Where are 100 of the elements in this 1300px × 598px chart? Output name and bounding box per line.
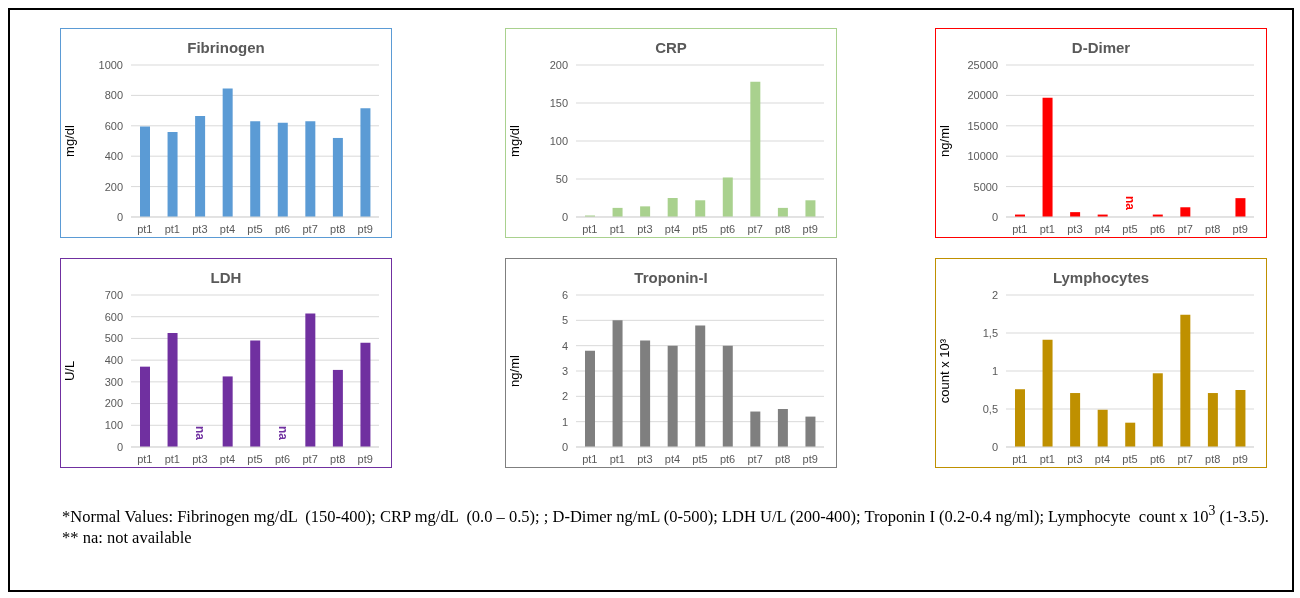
x-tick-label: pt9 [1232, 452, 1248, 465]
x-tick-label: pt9 [802, 452, 818, 465]
x-tick-label: pt3 [637, 222, 653, 235]
x-tick-label: pt1 [1039, 222, 1055, 235]
x-tick-label: pt8 [330, 222, 346, 235]
x-tick-label: pt5 [247, 222, 263, 235]
x-tick-label: pt7 [1177, 452, 1193, 465]
x-tick-label: pt4 [1094, 452, 1111, 465]
y-tick-label: 15000 [967, 119, 998, 132]
y-axis-title: ng/ml [936, 125, 952, 157]
x-tick-label: pt1 [609, 452, 625, 465]
text: na [192, 425, 207, 441]
chart-title: CRP [654, 39, 688, 58]
x-tick-label: pt1 [1012, 222, 1028, 235]
y-tick-label: 700 [104, 288, 123, 301]
x-tick-label: pt3 [192, 222, 208, 235]
y-tick-label: 5000 [973, 180, 998, 193]
y-tick-label: 0 [561, 210, 568, 223]
x-tick-label: pt5 [1122, 452, 1138, 465]
y-axis-title: mg/dl [506, 125, 522, 157]
y-axis-title: ng/ml [506, 355, 522, 387]
x-tick-label: pt4 [1094, 222, 1111, 235]
x-tick-label: pt1 [137, 452, 153, 465]
text: ** na: not available [62, 526, 193, 548]
x-tick-label: pt6 [274, 222, 291, 235]
text: na [275, 425, 290, 441]
x-tick-label: pt1 [164, 222, 180, 235]
x-tick-label: pt8 [775, 452, 791, 465]
y-axis-title: count x 10³ [936, 338, 952, 404]
y-tick-label: 2 [991, 288, 998, 301]
x-tick-label: pt1 [137, 222, 153, 235]
x-tick-label: pt6 [1149, 222, 1166, 235]
x-tick-label: pt8 [1205, 452, 1221, 465]
y-tick-label: 600 [104, 310, 123, 323]
x-tick-label: pt1 [1012, 452, 1028, 465]
x-tick-label: pt3 [192, 452, 208, 465]
x-tick-label: pt7 [302, 452, 318, 465]
y-tick-label: 20000 [967, 89, 998, 102]
chart-title: Lymphocytes [1051, 269, 1151, 288]
x-tick-label: pt8 [775, 222, 791, 235]
y-tick-label: 150 [549, 96, 568, 109]
x-tick-label: pt1 [1039, 452, 1055, 465]
y-tick-label: 1 [991, 364, 998, 377]
x-tick-label: pt3 [637, 452, 653, 465]
x-tick-label: pt5 [692, 222, 708, 235]
y-tick-label: 1 [561, 415, 568, 428]
x-tick-label: pt7 [747, 452, 763, 465]
x-tick-label: pt4 [664, 222, 681, 235]
x-tick-label: pt5 [247, 452, 263, 465]
y-tick-label: 1,5 [982, 326, 998, 339]
y-tick-label: 100 [549, 134, 568, 147]
x-tick-label: pt1 [582, 222, 598, 235]
y-tick-label: 0 [991, 210, 998, 223]
y-tick-label: 0 [116, 210, 123, 223]
y-tick-label: 2 [561, 390, 568, 403]
y-tick-label: 1000 [98, 58, 123, 71]
y-tick-label: 6 [561, 288, 568, 301]
y-tick-label: 0 [116, 440, 123, 453]
text: na [1123, 195, 1137, 211]
x-tick-label: pt9 [357, 452, 373, 465]
x-tick-label: pt9 [802, 222, 818, 235]
x-tick-label: pt8 [330, 452, 346, 465]
y-tick-label: 600 [104, 119, 123, 132]
y-tick-label: 200 [104, 397, 123, 410]
y-tick-label: 800 [104, 89, 123, 102]
y-tick-label: 50 [555, 172, 568, 185]
y-axis-title: mg/dl [61, 125, 77, 157]
x-tick-label: pt6 [719, 452, 736, 465]
y-tick-label: 3 [561, 364, 568, 377]
chart-title: LDH [209, 269, 243, 288]
y-tick-label: 5 [561, 314, 568, 327]
x-tick-label: pt9 [357, 222, 373, 235]
y-tick-label: 100 [104, 419, 123, 432]
x-tick-label: pt3 [1067, 452, 1083, 465]
x-tick-label: pt6 [719, 222, 736, 235]
chart-title: D-Dimer [1070, 39, 1132, 58]
chart-title: Fibrinogen [186, 39, 266, 58]
x-tick-label: pt5 [1122, 222, 1138, 235]
x-tick-label: pt8 [1205, 222, 1221, 235]
y-tick-label: 400 [104, 354, 123, 367]
x-tick-label: pt1 [609, 222, 625, 235]
y-tick-label: 200 [104, 180, 123, 193]
y-tick-label: 10000 [967, 150, 998, 163]
y-tick-label: 400 [104, 150, 123, 163]
chart-title: Troponin-I [633, 269, 709, 288]
x-tick-label: pt9 [1232, 222, 1248, 235]
y-tick-label: 25000 [967, 58, 998, 71]
y-tick-label: 500 [104, 332, 123, 345]
y-tick-label: 0 [991, 440, 998, 453]
x-tick-label: pt1 [164, 452, 180, 465]
x-tick-label: pt1 [582, 452, 598, 465]
y-tick-label: 4 [561, 339, 568, 352]
x-tick-label: pt7 [747, 222, 763, 235]
x-tick-label: pt3 [1067, 222, 1083, 235]
x-tick-label: pt4 [219, 452, 236, 465]
y-tick-label: 0 [561, 440, 568, 453]
y-tick-label: 0,5 [982, 402, 998, 415]
x-tick-label: pt4 [219, 222, 236, 235]
y-axis-title: U/L [61, 360, 77, 382]
x-tick-label: pt4 [664, 452, 681, 465]
